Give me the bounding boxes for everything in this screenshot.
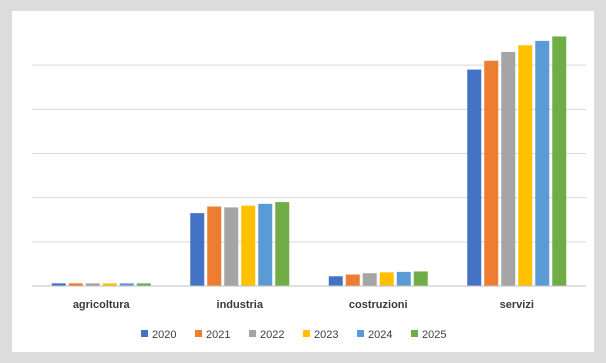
bar-costruzioni-2023: [379, 272, 394, 286]
bar-industria-2024: [258, 203, 273, 286]
category-label-servizi: servizi: [500, 299, 534, 311]
legend-swatch-2024: [357, 330, 364, 337]
legend-swatch-2020: [141, 330, 148, 337]
legend-label-2020: 2020: [152, 329, 176, 341]
legend: 2020 2021 2022 2023 2024 2025: [141, 329, 446, 341]
bar-agricoltura-2022: [85, 283, 100, 286]
bar-costruzioni-2024: [396, 271, 411, 286]
category-label-agricoltura: agricoltura: [73, 299, 131, 311]
bar-chart: agricoltura industria costruzioni servizi 2…: [32, 36, 586, 341]
legend-label-2022: 2022: [260, 329, 284, 341]
legend-label-2024: 2024: [368, 329, 392, 341]
bar-agricoltura-2025: [136, 283, 151, 286]
bar-costruzioni-2022: [362, 273, 377, 286]
bar-costruzioni-2020: [328, 276, 343, 286]
category-labels: agricoltura industria costruzioni servizi: [73, 299, 534, 311]
bar-industria-2020: [190, 213, 205, 286]
bar-agricoltura-2023: [102, 283, 117, 286]
chart-frame: agricoltura industria costruzioni servizi 2…: [12, 11, 594, 352]
bars: [51, 36, 567, 286]
bar-servizi-2025: [552, 36, 567, 286]
bar-industria-2023: [241, 205, 256, 286]
category-label-industria: industria: [217, 299, 264, 311]
bar-agricoltura-2024: [119, 283, 134, 286]
legend-swatch-2022: [249, 330, 256, 337]
legend-swatch-2021: [195, 330, 202, 337]
bar-industria-2025: [275, 202, 290, 286]
bar-servizi-2020: [467, 69, 482, 286]
category-label-costruzioni: costruzioni: [349, 299, 408, 311]
bar-agricoltura-2021: [68, 283, 83, 286]
bar-servizi-2023: [518, 45, 533, 286]
bar-agricoltura-2020: [51, 283, 66, 286]
bar-costruzioni-2025: [413, 271, 428, 286]
bar-industria-2021: [207, 206, 222, 286]
bar-costruzioni-2021: [345, 274, 360, 286]
bar-servizi-2022: [501, 51, 516, 286]
legend-swatch-2025: [411, 330, 418, 337]
legend-label-2025: 2025: [422, 329, 446, 341]
bar-servizi-2021: [484, 60, 499, 286]
legend-swatch-2023: [303, 330, 310, 337]
legend-label-2023: 2023: [314, 329, 338, 341]
bar-industria-2022: [224, 207, 239, 286]
bar-servizi-2024: [535, 40, 550, 286]
legend-label-2021: 2021: [206, 329, 230, 341]
